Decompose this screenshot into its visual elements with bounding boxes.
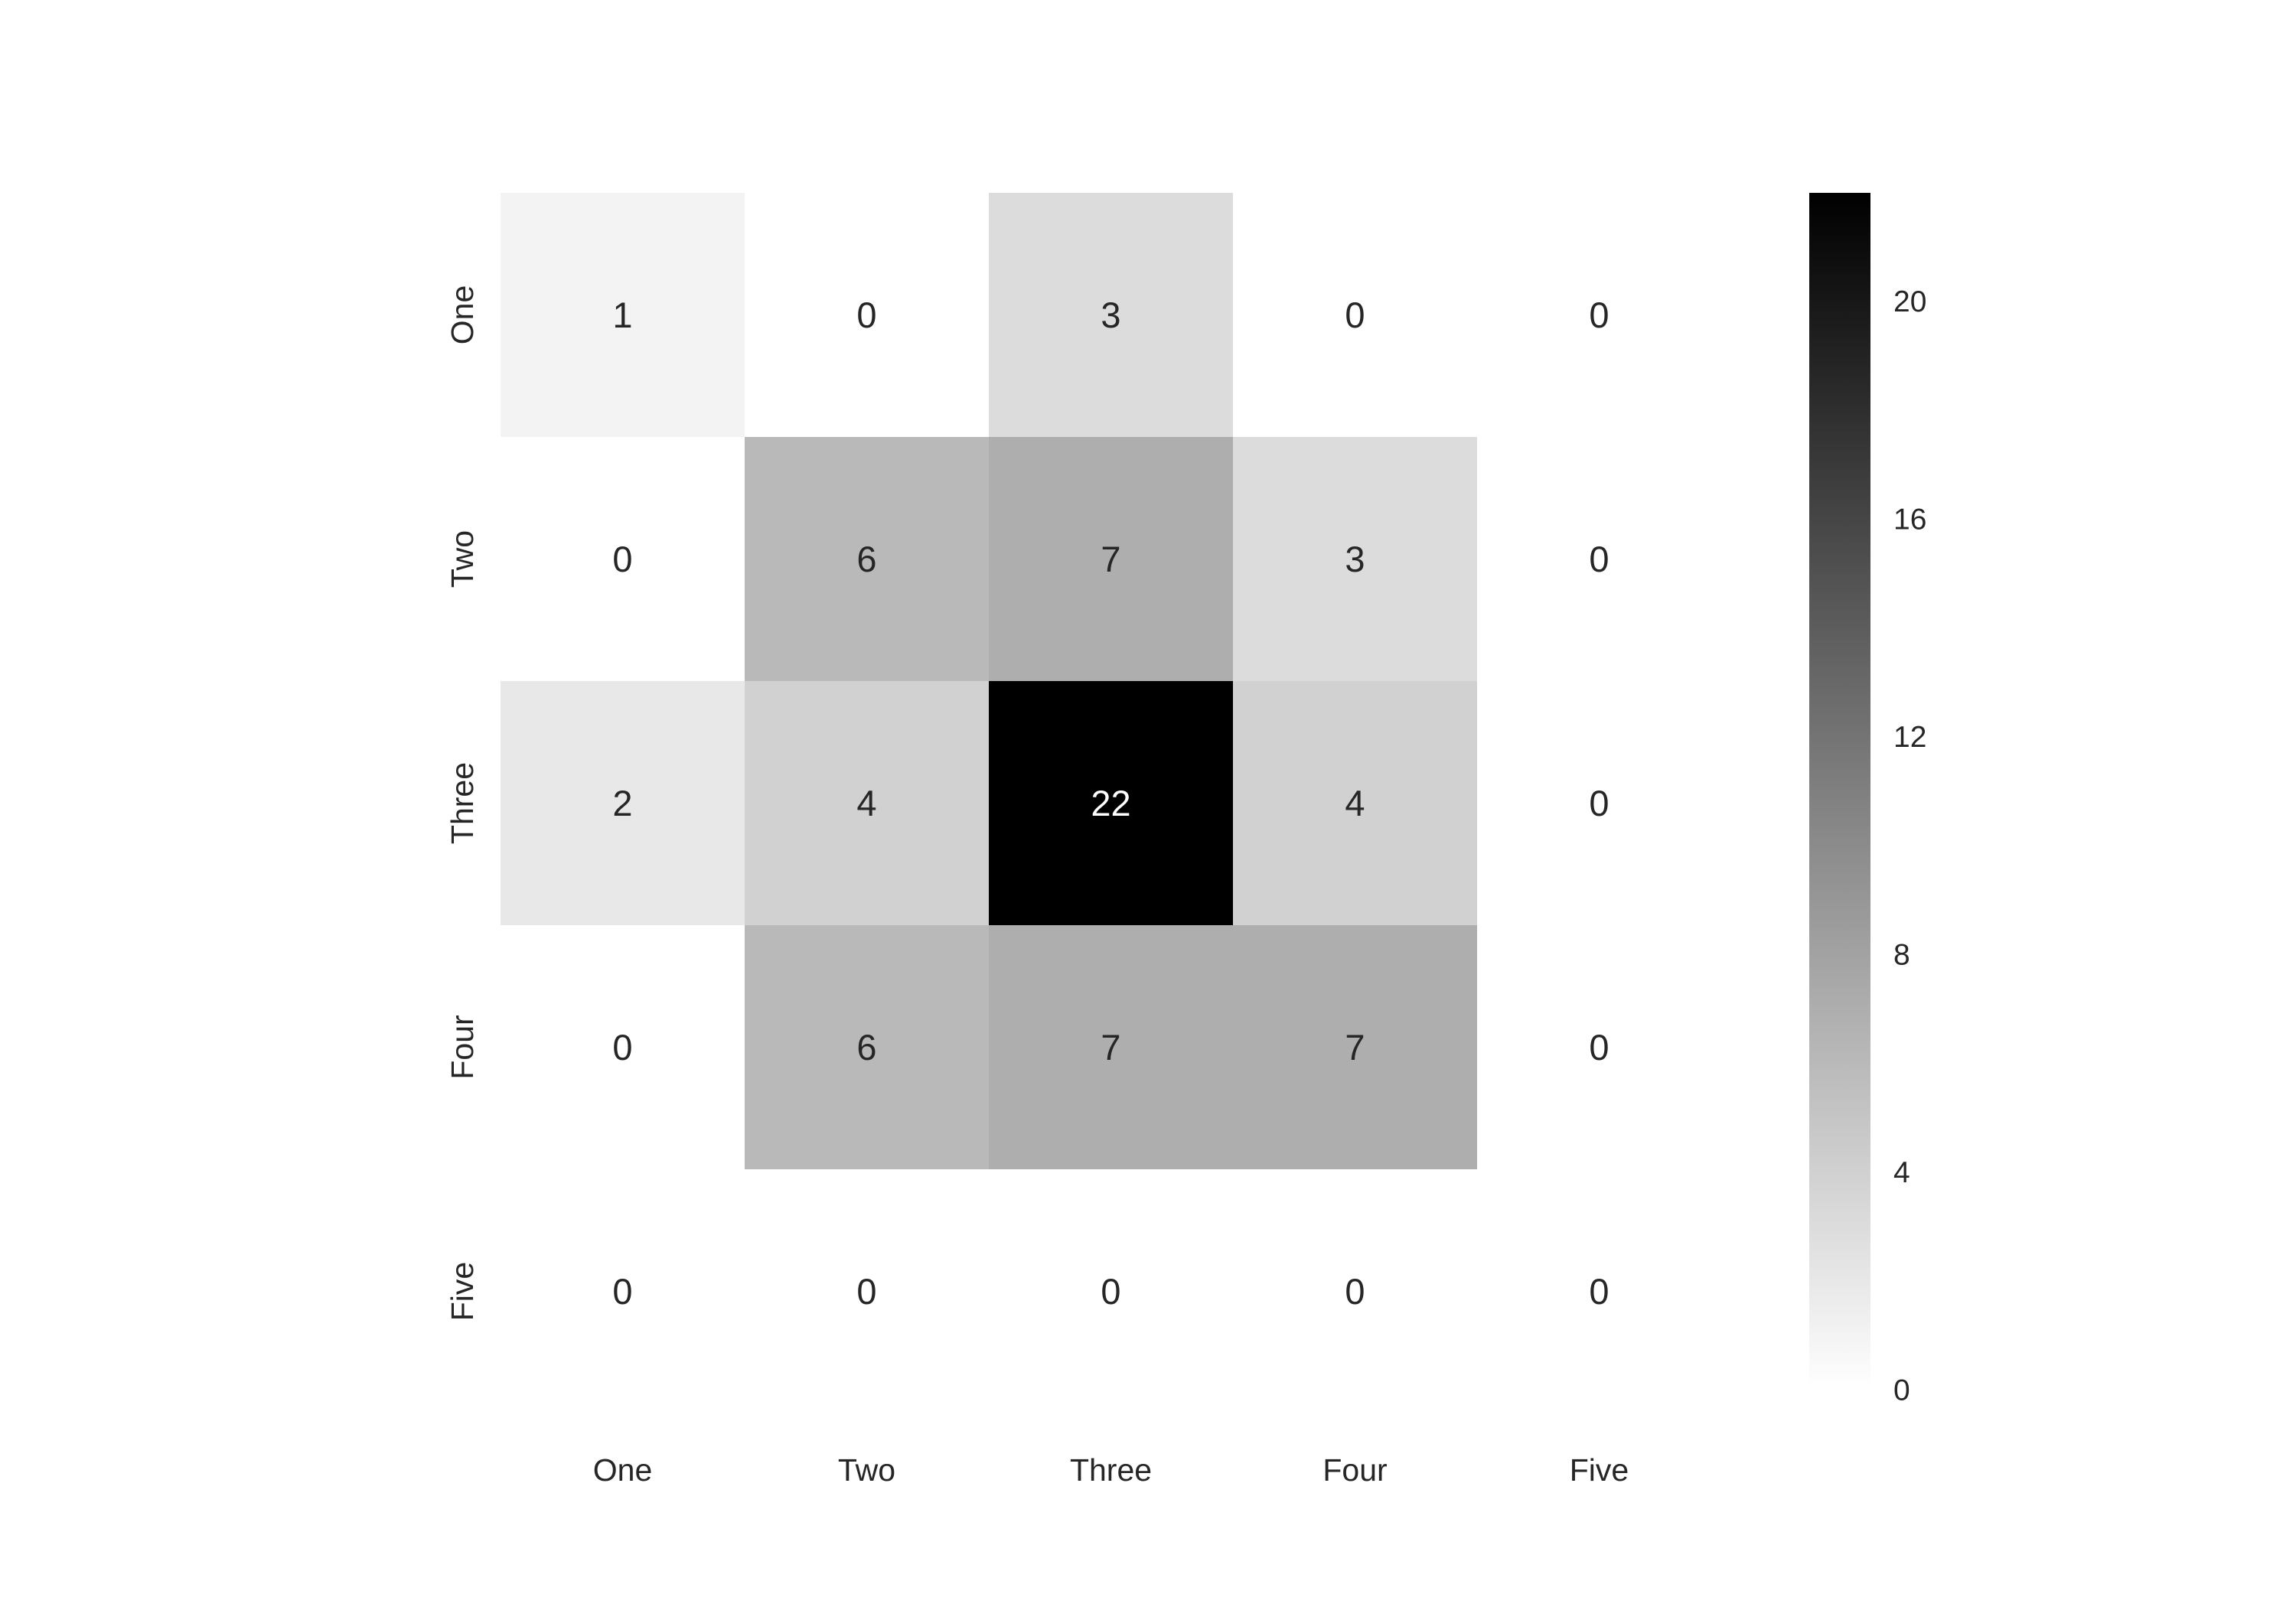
heatmap-cell (1477, 193, 1722, 438)
y-tick-label: Four (445, 1015, 480, 1079)
heatmap-cell-labels: 1 0 3 0 00 6 7 3 02 4 22 4 00 6 7 7 00 0 0 0 0 (612, 295, 1609, 1312)
heatmap-cell-value: 0 (612, 1271, 632, 1312)
heatmap-cell-value: 0 (1345, 295, 1365, 335)
heatmap-cell (989, 437, 1234, 682)
heatmap-cell-value: 3 (1345, 539, 1365, 579)
x-tick-label: Two (838, 1452, 895, 1488)
heatmap-cell (501, 681, 745, 926)
heatmap-cell-value: 7 (1101, 539, 1120, 579)
heatmap-cell (1233, 193, 1478, 438)
heatmap-cell-value: 1 (612, 295, 632, 335)
colorbar-tick-label: 16 (1893, 503, 1926, 536)
y-tick-label: Two (445, 530, 480, 588)
colorbar-tick-label: 0 (1893, 1374, 1910, 1407)
heatmap-cell (1477, 1169, 1722, 1414)
heatmap-cell (989, 681, 1234, 926)
heatmap-cell-value: 2 (612, 783, 632, 823)
colorbar-tick-labels: 0 4 8 12 16 20 (1893, 285, 1926, 1407)
colorbar-tick-label: 8 (1893, 938, 1910, 971)
y-tick-label: One (445, 285, 480, 345)
heatmap-cell-value: 0 (1101, 1271, 1120, 1312)
heatmap-cell (501, 193, 745, 438)
heatmap-cell (989, 1169, 1234, 1414)
colorbar: 0 4 8 12 16 20 (1809, 193, 1926, 1407)
heatmap-cell-value: 4 (1345, 783, 1365, 823)
colorbar-tick-label: 20 (1893, 285, 1926, 318)
heatmap-cell (989, 193, 1234, 438)
heatmap-cell (501, 925, 745, 1170)
heatmap-cell (1477, 681, 1722, 926)
heatmap-cell (1233, 681, 1478, 926)
heatmap-cell-value: 7 (1101, 1027, 1120, 1068)
heatmap-cell (989, 925, 1234, 1170)
heatmap-cell-value: 0 (856, 295, 876, 335)
colorbar-gradient-bar (1809, 193, 1870, 1390)
heatmap-cell (1233, 1169, 1478, 1414)
heatmap-cell-value: 0 (1345, 1271, 1365, 1312)
heatmap-cell-value: 0 (856, 1271, 876, 1312)
heatmap-cell-value: 0 (1589, 539, 1609, 579)
x-tick-label: One (593, 1452, 653, 1488)
x-tick-label: Three (1070, 1452, 1152, 1488)
colorbar-tick-label: 4 (1893, 1156, 1910, 1189)
heatmap-cell-value: 4 (856, 783, 876, 823)
heatmap-cell-value: 0 (1589, 783, 1609, 823)
x-tick-label: Five (1570, 1452, 1629, 1488)
heatmap-cell (745, 681, 990, 926)
x-axis-tick-labels: One Two Three Four Five (593, 1452, 1629, 1488)
x-tick-label: Four (1322, 1452, 1387, 1488)
heatmap-cell-value: 6 (856, 539, 876, 579)
heatmap-cell-value: 6 (856, 1027, 876, 1068)
heatmap-cell (1233, 925, 1478, 1170)
heatmap-cell-value: 0 (1589, 295, 1609, 335)
heatmap-cells (501, 193, 1722, 1414)
heatmap-cell (1477, 437, 1722, 682)
y-tick-label: Three (445, 762, 480, 844)
heatmap-cell-value: 0 (1589, 1271, 1609, 1312)
heatmap-cell-value: 0 (612, 539, 632, 579)
heatmap-cell (745, 193, 990, 438)
y-axis-tick-labels: One Two Three Four Five (445, 285, 480, 1321)
heatmap-cell (501, 437, 745, 682)
heatmap-cell-value: 3 (1101, 295, 1120, 335)
heatmap-cell (745, 925, 990, 1170)
heatmap-cell (1477, 925, 1722, 1170)
y-tick-label: Five (445, 1262, 480, 1321)
heatmap-cell-value: 22 (1091, 783, 1130, 823)
heatmap-cell-value: 0 (1589, 1027, 1609, 1068)
heatmap-cell (1233, 437, 1478, 682)
heatmap-cell (501, 1169, 745, 1414)
heatmap-cell-value: 7 (1345, 1027, 1365, 1068)
colorbar-tick-label: 12 (1893, 721, 1926, 754)
heatmap-cell (745, 1169, 990, 1414)
heatmap-cell (745, 437, 990, 682)
heatmap-cell-value: 0 (612, 1027, 632, 1068)
